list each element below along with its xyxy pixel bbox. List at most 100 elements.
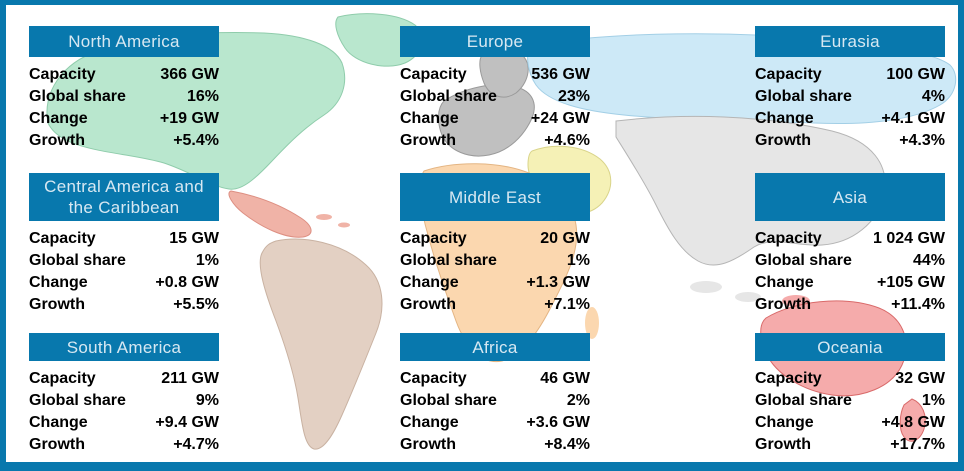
stat-label: Capacity — [755, 230, 822, 247]
stat-value: 2% — [566, 392, 590, 409]
stat-label: Growth — [755, 296, 811, 313]
stat-label: Capacity — [400, 230, 467, 247]
region-name: Africa — [472, 337, 518, 357]
new-zealand-shape — [899, 398, 926, 442]
stat-value: 1% — [195, 252, 219, 269]
region-name: Europe — [466, 32, 524, 51]
region-card-title: South America — [29, 333, 219, 361]
region-stats: Capacity 46 GW Global share 2% Change +3.6 … — [400, 368, 590, 456]
region-stats: Capacity 366 GW Global share 16% Change +19… — [29, 64, 219, 152]
stat-value: +0.8 GW — [155, 274, 219, 291]
stat-value: 1% — [921, 392, 945, 409]
region-stats: Capacity 211 GW Global share 9% Change +9.4… — [29, 368, 219, 456]
region-stats: Capacity 536 GW Global share 23% Change +24… — [400, 64, 590, 152]
stat-value: 1% — [566, 252, 590, 269]
stat-label: Capacity — [755, 66, 822, 83]
stat-label: Global share — [400, 88, 497, 105]
stat-label: Change — [29, 274, 88, 291]
stat-value: 211 GW — [161, 370, 219, 387]
stat-value: +17.7% — [890, 436, 945, 453]
stat-label: Global share — [755, 392, 852, 409]
caribbean-island — [338, 222, 350, 228]
region-name: North America — [68, 32, 180, 51]
region-card-europe: Europe Capacity 536 GW Global share 23% Ch… — [400, 26, 590, 152]
stat-value: +1.3 GW — [526, 274, 590, 291]
stat-value: 16% — [186, 88, 219, 105]
stat-label: Growth — [755, 436, 811, 453]
stat-value: +105 GW — [876, 274, 945, 291]
caribbean-island — [316, 214, 332, 220]
madagascar-shape — [585, 307, 599, 339]
stat-value: 100 GW — [886, 66, 945, 83]
stat-label: Change — [400, 110, 459, 127]
stat-label: Growth — [29, 436, 85, 453]
region-card-oceania: Oceania Capacity 32 GW Global share 1% Cha… — [755, 333, 945, 456]
region-stats: Capacity 32 GW Global share 1% Change +4.8 … — [755, 368, 945, 456]
region-name: Central America and the Caribbean — [44, 177, 204, 217]
stat-value: 44% — [912, 252, 945, 269]
stat-label: Global share — [755, 252, 852, 269]
region-card-north-america: North America Capacity 366 GW Global shar… — [29, 26, 219, 152]
region-stats: Capacity 1 024 GW Global share 44% Change +… — [755, 228, 945, 316]
stat-label: Capacity — [400, 66, 467, 83]
stat-value: 536 GW — [531, 66, 590, 83]
stat-label: Global share — [400, 392, 497, 409]
region-card-title: Asia — [755, 173, 945, 221]
stat-label: Global share — [755, 88, 852, 105]
region-stats: Capacity 15 GW Global share 1% Change +0.8 … — [29, 228, 219, 316]
stat-value: +4.1 GW — [881, 110, 945, 127]
stat-value: +9.4 GW — [155, 414, 219, 431]
region-name: South America — [66, 337, 182, 357]
region-name: Oceania — [817, 337, 883, 357]
region-card-title: Africa — [400, 333, 590, 361]
stat-value: 9% — [195, 392, 219, 409]
stat-value: +19 GW — [159, 110, 219, 127]
stat-label: Capacity — [29, 370, 96, 387]
stat-value: +4.8 GW — [881, 414, 945, 431]
stat-label: Growth — [29, 132, 85, 149]
region-stats: Capacity 100 GW Global share 4% Change +4.1… — [755, 64, 945, 152]
stat-value: +4.3% — [899, 132, 945, 149]
region-card-title: Europe — [400, 26, 590, 57]
stat-value: +8.4% — [544, 436, 590, 453]
southeast-asia-island — [735, 292, 761, 302]
region-stats: Capacity 20 GW Global share 1% Change +1.3 … — [400, 228, 590, 316]
region-card-title: Eurasia — [755, 26, 945, 57]
stat-value: +7.1% — [544, 296, 590, 313]
stat-label: Growth — [400, 132, 456, 149]
region-name: Middle East — [448, 187, 542, 207]
region-card-asia: Asia Capacity 1 024 GW Global share 44% Ch… — [755, 173, 945, 316]
stat-label: Global share — [29, 252, 126, 269]
stat-label: Growth — [755, 132, 811, 149]
stat-label: Capacity — [29, 230, 96, 247]
stat-value: +11.4% — [891, 296, 945, 313]
stat-label: Global share — [29, 88, 126, 105]
central-america-shape — [228, 190, 312, 238]
asia-shape — [615, 115, 886, 266]
stat-value: +3.6 GW — [526, 414, 590, 431]
region-card-south-america: South America Capacity 211 GW Global shar… — [29, 333, 219, 456]
stat-label: Capacity — [400, 370, 467, 387]
stat-label: Change — [29, 110, 88, 127]
stat-label: Growth — [29, 296, 85, 313]
stat-value: 4% — [921, 88, 945, 105]
stat-value: 23% — [557, 88, 590, 105]
region-card-title: North America — [29, 26, 219, 57]
south-america-shape — [259, 238, 383, 450]
region-card-title: Middle East — [400, 173, 590, 221]
stat-value: 46 GW — [540, 370, 590, 387]
stat-value: 32 GW — [895, 370, 945, 387]
region-card-title: Oceania — [755, 333, 945, 361]
stat-label: Global share — [400, 252, 497, 269]
region-name: Eurasia — [820, 32, 880, 51]
stat-label: Change — [29, 414, 88, 431]
stat-label: Global share — [29, 392, 126, 409]
stat-value: +5.5% — [173, 296, 219, 313]
stat-label: Capacity — [755, 370, 822, 387]
region-card-africa: Africa Capacity 46 GW Global share 2% Chan… — [400, 333, 590, 456]
region-card-middle-east: Middle East Capacity 20 GW Global share 1%… — [400, 173, 590, 316]
stat-value: +4.7% — [173, 436, 219, 453]
stat-label: Change — [400, 414, 459, 431]
region-card-eurasia: Eurasia Capacity 100 GW Global share 4% Ch… — [755, 26, 945, 152]
